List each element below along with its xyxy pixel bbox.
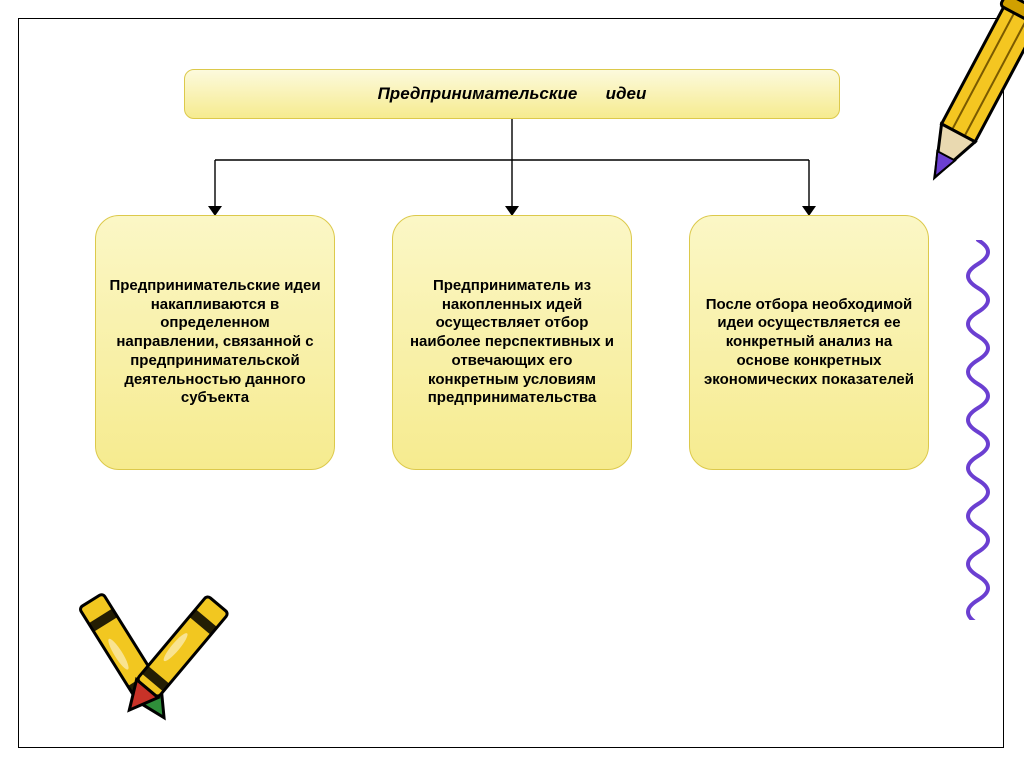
diagram-header-text: Предпринимательские идеи — [378, 83, 647, 105]
diagram-child-2: Предприниматель из накопленных идей осущ… — [392, 215, 632, 470]
diagram-child-text: Предпринимательские идеи накапливаются в… — [108, 277, 322, 408]
diagram-header: Предпринимательские идеи — [184, 69, 840, 119]
diagram-child-text: Предприниматель из накопленных идей осущ… — [405, 277, 619, 408]
diagram-child-text: После отбора необходимой идеи осуществля… — [702, 296, 916, 390]
diagram-child-1: Предпринимательские идеи накапливаются в… — [95, 215, 335, 470]
diagram-child-3: После отбора необходимой идеи осуществля… — [689, 215, 929, 470]
